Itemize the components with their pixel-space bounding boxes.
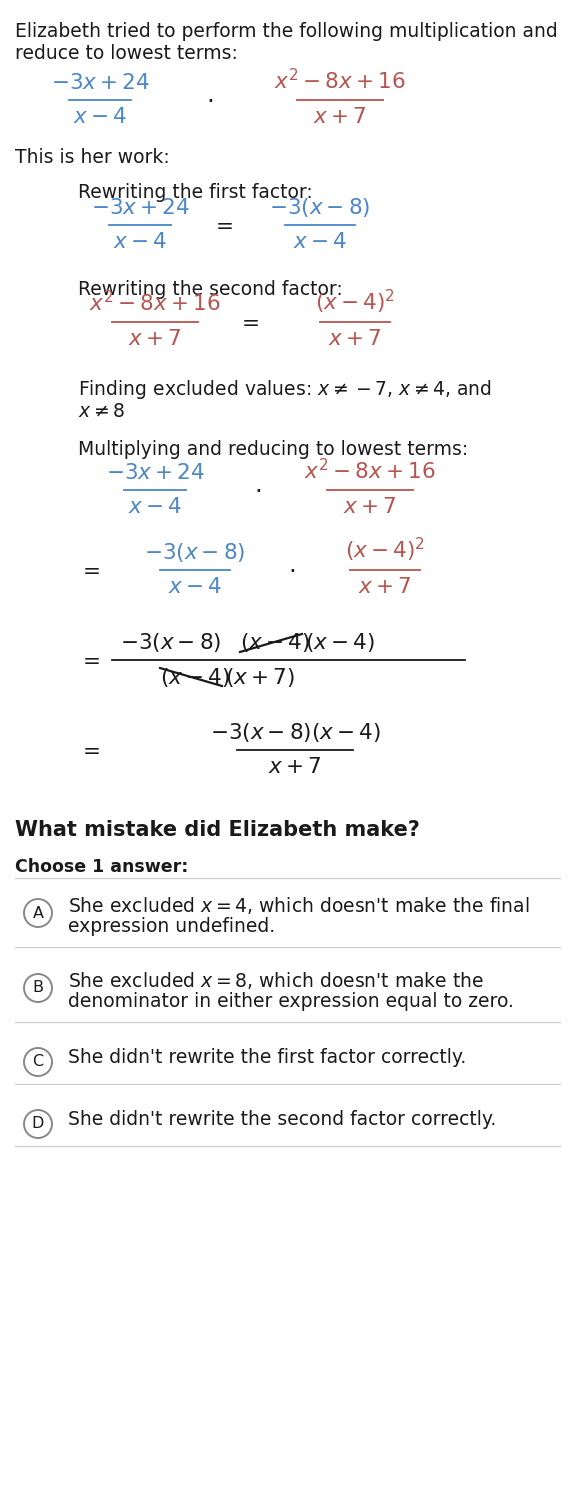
Text: $(x-4)$: $(x-4)$ — [305, 632, 375, 654]
Text: $\cdot$: $\cdot$ — [289, 558, 296, 582]
Text: Finding excluded values: $x \neq -7$, $x \neq 4$, and: Finding excluded values: $x \neq -7$, $x… — [78, 378, 492, 402]
Text: $-3x+24$: $-3x+24$ — [51, 72, 150, 93]
Text: $=$: $=$ — [78, 738, 100, 761]
Text: She didn't rewrite the second factor correctly.: She didn't rewrite the second factor cor… — [68, 1110, 496, 1130]
Text: $=$: $=$ — [237, 311, 259, 332]
Text: $-3x+24$: $-3x+24$ — [105, 462, 205, 484]
Text: $-3(x-8)$: $-3(x-8)$ — [120, 632, 221, 654]
Text: D: D — [32, 1116, 44, 1131]
Text: $(x-4)^2$: $(x-4)^2$ — [315, 287, 395, 316]
Text: expression undefined.: expression undefined. — [68, 917, 275, 935]
Text: Multiplying and reducing to lowest terms:: Multiplying and reducing to lowest terms… — [78, 441, 468, 459]
Text: Rewriting the first factor:: Rewriting the first factor: — [78, 183, 313, 202]
Text: $(x-4)^2$: $(x-4)^2$ — [345, 535, 425, 564]
Text: A: A — [33, 905, 44, 920]
Text: $x-4$: $x-4$ — [73, 105, 127, 128]
Text: B: B — [33, 981, 44, 996]
Text: $x+7$: $x+7$ — [343, 496, 397, 517]
Text: $-3(x-8)(x-4)$: $-3(x-8)(x-4)$ — [209, 720, 381, 744]
Text: $-3(x-8)$: $-3(x-8)$ — [269, 196, 371, 220]
Text: $x+7$: $x+7$ — [358, 576, 412, 599]
Text: $x^2-8x+16$: $x^2-8x+16$ — [274, 69, 406, 93]
Text: $x-4$: $x-4$ — [128, 496, 182, 517]
Text: $(x-4)$: $(x-4)$ — [160, 666, 230, 689]
Text: $x^2-8x+16$: $x^2-8x+16$ — [89, 290, 221, 316]
Text: $(x+7)$: $(x+7)$ — [225, 666, 295, 689]
Text: $-3(x-8)$: $-3(x-8)$ — [144, 541, 246, 564]
Text: This is her work:: This is her work: — [15, 147, 170, 167]
Text: Rewriting the second factor:: Rewriting the second factor: — [78, 280, 343, 299]
Text: $-3x+24$: $-3x+24$ — [90, 197, 190, 220]
Text: Choose 1 answer:: Choose 1 answer: — [15, 857, 189, 875]
Text: $\cdot$: $\cdot$ — [254, 478, 262, 501]
Text: $=$: $=$ — [78, 559, 100, 581]
Text: $x-4$: $x-4$ — [168, 576, 222, 599]
Text: $x+7$: $x+7$ — [128, 328, 182, 350]
Text: She didn't rewrite the first factor correctly.: She didn't rewrite the first factor corr… — [68, 1048, 466, 1066]
Text: Elizabeth tried to perform the following multiplication and: Elizabeth tried to perform the following… — [15, 23, 558, 41]
Text: She excluded $x = 8$, which doesn't make the: She excluded $x = 8$, which doesn't make… — [68, 970, 484, 991]
Text: She excluded $x = 4$, which doesn't make the final: She excluded $x = 4$, which doesn't make… — [68, 895, 530, 916]
Text: reduce to lowest terms:: reduce to lowest terms: — [15, 44, 238, 63]
Text: denominator in either expression equal to zero.: denominator in either expression equal t… — [68, 993, 514, 1011]
Text: $x+7$: $x+7$ — [268, 757, 322, 778]
Text: $x-4$: $x-4$ — [113, 232, 167, 253]
Text: $(x-4)$: $(x-4)$ — [240, 632, 310, 654]
Text: $x \neq 8$: $x \neq 8$ — [78, 402, 125, 421]
Text: $\cdot$: $\cdot$ — [206, 89, 213, 111]
Text: $=$: $=$ — [211, 214, 233, 236]
Text: $x^2-8x+16$: $x^2-8x+16$ — [304, 459, 436, 484]
Text: What mistake did Elizabeth make?: What mistake did Elizabeth make? — [15, 820, 420, 841]
Text: C: C — [32, 1054, 44, 1069]
Text: $x-4$: $x-4$ — [293, 232, 347, 253]
Text: $=$: $=$ — [78, 650, 100, 671]
Text: $x+7$: $x+7$ — [328, 328, 382, 350]
Text: $x+7$: $x+7$ — [313, 105, 367, 128]
